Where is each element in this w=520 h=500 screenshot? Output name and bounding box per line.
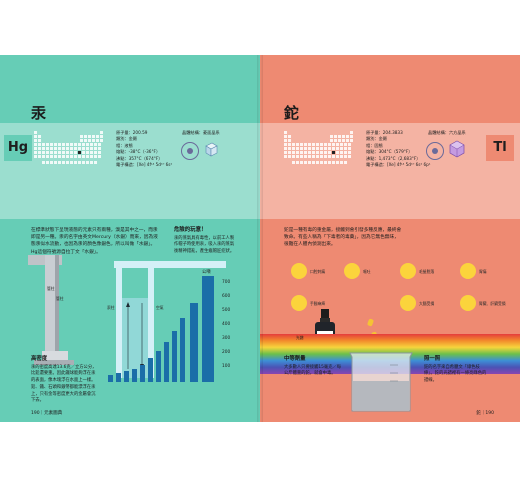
symptom-label: 胃痛 [479, 269, 487, 274]
symptom-label: 腎臟、肝臟受損 [479, 301, 506, 306]
crystal-cube-icon [205, 142, 218, 157]
crystal-hexagon-icon [449, 140, 465, 158]
bar [132, 369, 137, 382]
atom-icon [426, 142, 444, 160]
element-symbol: Hg [4, 135, 32, 161]
chart-unit: 公噸 [202, 270, 211, 275]
bar [202, 276, 214, 382]
danger-box: 危險的玩意！ 汞的蒸氣具有毒性，以前工人製作帽子時使用汞，吸入汞的蒸氣後精神錯亂… [174, 227, 235, 255]
beaker [349, 352, 413, 412]
book-spread: 汞 Hg 原子量：200.59 類別：金屬 相：液態 熔點：-38°C（-36°… [0, 55, 520, 422]
left-page: 汞 Hg 原子量：200.59 類別：金屬 相：液態 熔點：-38°C（-36°… [0, 55, 260, 422]
info-band [260, 123, 520, 219]
skull-icon [460, 295, 476, 311]
mouth-icon [291, 263, 307, 279]
element-title: 鉈 [284, 104, 300, 122]
atom-icon [181, 142, 199, 160]
vomit-icon [344, 263, 360, 279]
spectrum-label: 光譜 [296, 335, 304, 340]
poison-box: 中等劑量 大多數人只要接觸15毫克／每公斤體重的鉈，就會中毒。 [284, 356, 342, 377]
green-line-box: 照一照 鉈的名字來自希臘文「綠色枝條」。鉈的光譜裡有一條亮綠色的譜線。 [424, 356, 487, 384]
element-properties: 原子量：204.3833 類別：金屬 相：固態 熔點：304°C（579°F） … [366, 130, 431, 168]
bar [116, 373, 121, 382]
element-symbol: Tl [486, 135, 514, 161]
symptom-label: 口腔刺痛 [310, 269, 326, 274]
symptom-label: 大腦受損 [419, 301, 435, 306]
info-band [0, 123, 260, 219]
bar [156, 351, 161, 382]
hand-icon [291, 295, 307, 311]
barometer-label-b: 管柱 [56, 296, 64, 301]
periodic-table-icon [34, 131, 104, 165]
bar [164, 342, 169, 382]
bar [108, 375, 113, 382]
bar [180, 318, 185, 382]
hair-icon [400, 263, 416, 279]
barometer-label-c: 汞柱 [107, 305, 115, 310]
density-box: 高密度 汞的密度高達13.6克／立方公分，比鉛還要重。因此鐵球能夠浮在汞的表面，… [31, 356, 97, 404]
intro-text: 鉈是一種有毒的重金屬，接觸到會引發多種反應，最終會致命。有些人稱為「下毒者的毒藥… [284, 228, 402, 248]
crystal-label: 晶體結構：六方晶系 [428, 130, 466, 135]
intro-text: 在標準狀態下呈現液態的元素只有兩種，溴是其中之一，而汞即是另一種。汞的名字由英文… [31, 228, 158, 255]
chart-ticks: 700 600 500 400 300 200 100 [222, 280, 231, 369]
symptom-label: 嘔吐 [363, 269, 371, 274]
folio-left: 190｜元素圖典 [31, 411, 63, 416]
pill [366, 318, 375, 327]
symptom-label: 手腳麻痺 [310, 301, 326, 306]
right-page: 鉈 Tl 原子量：204.3833 類別：金屬 相：固態 熔點：304°C（57… [260, 55, 520, 422]
symptom-label: 毛髮脫落 [419, 269, 435, 274]
element-properties: 原子量：200.59 類別：金屬 相：液態 熔點：-38°C（-36°F） 沸點… [116, 130, 173, 168]
stomach-icon [460, 263, 476, 279]
brain-icon [400, 295, 416, 311]
periodic-table-icon [284, 131, 354, 165]
bar [172, 331, 177, 382]
barometer-label-d: 空氣 [156, 305, 164, 310]
element-title: 汞 [31, 104, 47, 122]
book-spine [257, 55, 263, 422]
folio-right: 鉈｜190 [476, 411, 494, 416]
bar [148, 358, 153, 382]
barometer-label-a: 管柱 [47, 286, 55, 291]
barometer-diagram [28, 255, 226, 378]
bar [140, 365, 145, 382]
bar [190, 303, 198, 382]
crystal-label: 晶體結構：菱面晶系 [182, 130, 220, 135]
bar [124, 371, 129, 382]
